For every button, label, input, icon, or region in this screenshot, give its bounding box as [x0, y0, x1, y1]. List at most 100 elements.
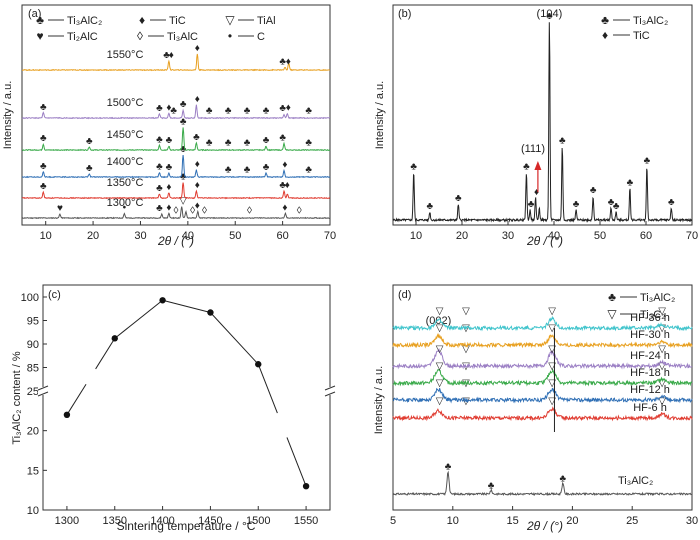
panel-a-xtick-label: 60 [276, 230, 288, 242]
panel-d-peak-marker: ▽ [462, 344, 470, 355]
panel-a-peak-marker: ♦ [195, 43, 200, 54]
panel-a-peak-marker: ♦ [195, 201, 200, 212]
panel-a-legend-label: Ti₂AlC [67, 31, 98, 43]
panel-a-legend-symbol: ♣ [36, 13, 44, 27]
panel-d-ylabel: Intensity / a.u. [373, 366, 385, 434]
panel-a-legend-symbol: • [228, 29, 232, 43]
panel-a-legend-label: Ti₃AlC₂ [67, 15, 102, 27]
panel-a-peak-marker: ♥ [57, 203, 63, 214]
panel-b-spectrum-line [392, 22, 693, 223]
panel-a-legend-label: Ti₃AlC [167, 31, 198, 43]
panel-a-peak-marker: ♦ [195, 180, 200, 191]
panel-a-peak-marker: ♣ [86, 136, 93, 147]
panel-a-series-line [21, 154, 331, 179]
panel-d-peak-marker: ▽ [436, 396, 444, 407]
panel-b-peak-marker: ♣ [523, 161, 530, 172]
panel-a-peak-marker: ♣ [86, 163, 93, 174]
panel-b-label: (b) [398, 8, 411, 20]
panel-c-ytick-label: 90 [27, 339, 39, 351]
panel-a-peak-marker: ♣ [170, 106, 177, 117]
panel-d-series-line [392, 368, 693, 387]
panel-b-peak-marker: ♣ [427, 201, 434, 212]
panel-d-peak-marker: ▽ [436, 361, 444, 372]
panel-a-peak-marker: ♣ [225, 165, 232, 176]
panel-a-peak-marker: ♣ [156, 183, 163, 194]
panel-d-legend-label: Ti₃AlC₂ [640, 292, 675, 304]
panel-a-peak-marker: ▽ [179, 195, 187, 206]
panel-a-peak-marker: ♣ [244, 165, 251, 176]
panel-c-ylabel: Ti₃AlC₂ content / % [11, 351, 23, 445]
panel-a-peak-marker: ♣ [156, 203, 163, 214]
panel-d-peak-marker: ▽ [548, 306, 556, 317]
panel-a-series-line [21, 182, 330, 200]
panel-a-peak-marker: ♣ [263, 135, 270, 146]
panel-b-peak-marker: ♣ [613, 201, 620, 212]
panel-a-series-label: 1300°C [107, 197, 144, 209]
panel-c-line-segment [162, 299, 211, 313]
panel-a-peak-marker: ◊ [247, 206, 252, 217]
panel-a-peak-marker: ♣ [244, 138, 251, 149]
panel-d-label: (d) [398, 289, 411, 301]
panel-c-axis-break-gap [38, 387, 48, 395]
panel-a-peak-marker: ♣ [156, 134, 163, 145]
panel-b-peak-marker: ♣ [668, 197, 675, 208]
panel-a-peak-marker: ♦ [195, 159, 200, 170]
panel-b-annotation: (111) [521, 143, 545, 155]
panel-d-xtick-label: 25 [626, 515, 638, 527]
panel-b-peak-marker: ♣ [410, 161, 417, 172]
panel-a-series-label: 1450°C [107, 129, 144, 141]
panel-b-xtick-label: 30 [502, 230, 514, 242]
panel-a-xlabel: 2θ / (°) [157, 234, 194, 248]
panel-a-peak-marker: ♣ [263, 106, 270, 117]
panel-d-xtick-label: 15 [506, 515, 518, 527]
panel-d-xlabel: 2θ / (°) [526, 519, 563, 533]
panel-a-peak-marker: • [123, 202, 127, 213]
panel-b-xtick-label: 40 [548, 230, 560, 242]
panel-a-peak-marker: ♦ [286, 56, 291, 67]
panel-d-peak-marker: ▽ [658, 306, 666, 317]
panel-c-xtick-label: 1400 [150, 515, 174, 527]
panel-d-peak-marker: ▽ [658, 323, 666, 334]
panel-c-axis-break-gap [325, 387, 335, 395]
panel-b-xlabel: 2θ / (°) [526, 234, 563, 248]
panel-d-peak-marker: ♣ [488, 480, 495, 491]
panel-d-series-label: HF-36 h [630, 312, 670, 324]
panel-d-peak-marker: ▽ [548, 344, 556, 355]
panel-a-series-label: 1500°C [107, 97, 144, 109]
panel-d-peak-marker: ▽ [436, 306, 444, 317]
panel-a-xtick-label: 50 [229, 230, 241, 242]
panel-b-xtick-label: 10 [410, 230, 422, 242]
panel-a-peak-marker: ♣ [263, 162, 270, 173]
panel-a-peak-marker: ♦ [195, 94, 200, 105]
panel-a-xtick-label: 40 [182, 230, 194, 242]
panel-d-peak-marker: ▽ [462, 306, 470, 317]
panel-a-peak-marker: ♣ [180, 116, 187, 127]
panel-a-peak-marker: ♣ [279, 133, 286, 144]
panel-a-series-label: 1350°C [107, 177, 144, 189]
panel-a-legend-label: TiC [169, 15, 186, 27]
panel-a-frame [21, 4, 331, 226]
panel-a-peak-marker: ♣ [225, 138, 232, 149]
panel-a-peak-marker: ♦ [166, 102, 171, 113]
panel-c-axis-break-mark [37, 391, 49, 397]
panel-a-legend-symbol: ◊ [137, 29, 143, 43]
panel-c-xtick-label: 1550 [294, 515, 318, 527]
panel-d-peak-marker: ▽ [658, 378, 666, 389]
panel-b-peak-marker: ♦ [534, 187, 539, 198]
panel-d-peak-marker: ▽ [548, 378, 556, 389]
panel-d-peak-marker: ▽ [658, 344, 666, 355]
panel-b-peak-marker: ♣ [608, 197, 615, 208]
panel-c-line-segment [66, 383, 87, 416]
panel-d-peak-marker: ▽ [548, 396, 556, 407]
panel-b-legend-symbol: ♦ [602, 28, 608, 42]
panel-b-peak-marker: ♣ [644, 156, 651, 167]
panel-a-peak-marker: ♣ [180, 144, 187, 155]
panel-d-series-line [392, 387, 693, 404]
panel-a-xtick-label: 20 [87, 230, 99, 242]
panel-c-line-segment [114, 299, 163, 339]
panel-a-peak-marker: ♦ [166, 202, 171, 213]
panel-b-peak-marker: ♣ [455, 193, 462, 204]
panel-c-xtick-label: 1500 [246, 515, 270, 527]
panel-a-peak-marker: ♣ [279, 103, 286, 114]
panel-a-xtick-label: 30 [134, 230, 146, 242]
